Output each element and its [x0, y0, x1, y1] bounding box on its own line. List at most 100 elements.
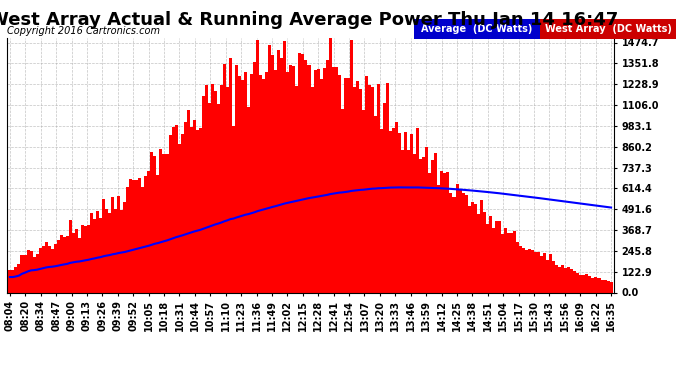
Bar: [211, 84, 214, 292]
Bar: [356, 81, 359, 292]
Bar: [75, 229, 78, 292]
Bar: [483, 211, 486, 292]
Bar: [489, 216, 492, 292]
Bar: [549, 254, 552, 292]
Bar: [271, 55, 274, 292]
Bar: [607, 280, 609, 292]
Bar: [516, 242, 519, 292]
Bar: [14, 267, 17, 292]
Bar: [208, 103, 211, 292]
Bar: [120, 210, 124, 292]
Bar: [595, 278, 598, 292]
Bar: [431, 160, 435, 292]
Bar: [585, 274, 589, 292]
Bar: [468, 206, 471, 292]
Bar: [480, 200, 483, 292]
Bar: [341, 109, 344, 292]
Bar: [564, 268, 567, 292]
Bar: [256, 40, 259, 292]
Bar: [392, 128, 395, 292]
Text: West Array  (DC Watts): West Array (DC Watts): [544, 24, 671, 34]
Bar: [232, 126, 235, 292]
Bar: [407, 150, 410, 292]
Bar: [589, 276, 591, 292]
Text: Average  (DC Watts): Average (DC Watts): [421, 24, 533, 34]
Bar: [175, 124, 177, 292]
Bar: [335, 67, 337, 292]
Bar: [567, 267, 571, 292]
Bar: [229, 58, 232, 292]
Bar: [308, 65, 310, 292]
Bar: [582, 275, 585, 292]
Bar: [473, 204, 477, 292]
Bar: [124, 202, 126, 292]
Bar: [347, 78, 350, 292]
Bar: [48, 246, 50, 292]
Bar: [262, 79, 265, 292]
Bar: [226, 87, 229, 292]
Bar: [389, 131, 392, 292]
Bar: [84, 226, 87, 292]
Bar: [129, 179, 132, 292]
Bar: [401, 150, 404, 292]
Bar: [362, 110, 365, 292]
Bar: [386, 83, 389, 292]
Bar: [293, 66, 295, 292]
Bar: [404, 132, 407, 292]
Bar: [383, 102, 386, 292]
Bar: [504, 228, 507, 292]
Bar: [132, 180, 135, 292]
Bar: [350, 40, 353, 292]
Bar: [214, 91, 217, 292]
Bar: [459, 189, 462, 292]
Bar: [353, 87, 356, 292]
Bar: [534, 252, 537, 292]
Bar: [492, 228, 495, 292]
Bar: [153, 156, 157, 292]
Bar: [162, 154, 166, 292]
Bar: [328, 34, 332, 292]
Bar: [111, 197, 114, 292]
Bar: [177, 144, 181, 292]
Bar: [199, 128, 201, 292]
Bar: [501, 234, 504, 292]
Bar: [168, 135, 172, 292]
Bar: [395, 122, 398, 292]
Bar: [63, 237, 66, 292]
Bar: [410, 134, 413, 292]
Bar: [413, 154, 416, 292]
Bar: [371, 87, 374, 292]
Bar: [69, 220, 72, 292]
Bar: [298, 53, 302, 292]
Bar: [36, 254, 39, 292]
Bar: [196, 130, 199, 292]
Bar: [374, 116, 377, 292]
Bar: [26, 250, 30, 292]
Bar: [93, 219, 96, 292]
Bar: [157, 175, 159, 292]
Bar: [449, 193, 453, 292]
Bar: [464, 195, 468, 292]
Bar: [477, 214, 480, 292]
Bar: [8, 270, 12, 292]
Bar: [344, 78, 347, 292]
Bar: [114, 209, 117, 292]
Bar: [259, 75, 262, 292]
Bar: [525, 250, 528, 292]
Bar: [604, 280, 607, 292]
Bar: [289, 65, 293, 292]
Bar: [32, 257, 36, 292]
Bar: [507, 232, 510, 292]
Bar: [186, 110, 190, 292]
Bar: [235, 65, 238, 292]
Bar: [30, 251, 32, 292]
Bar: [573, 271, 576, 292]
Bar: [377, 84, 380, 292]
Bar: [313, 70, 317, 292]
Bar: [317, 69, 319, 292]
Bar: [274, 70, 277, 292]
Bar: [78, 238, 81, 292]
Bar: [598, 278, 600, 292]
Bar: [462, 193, 464, 292]
Bar: [368, 85, 371, 292]
